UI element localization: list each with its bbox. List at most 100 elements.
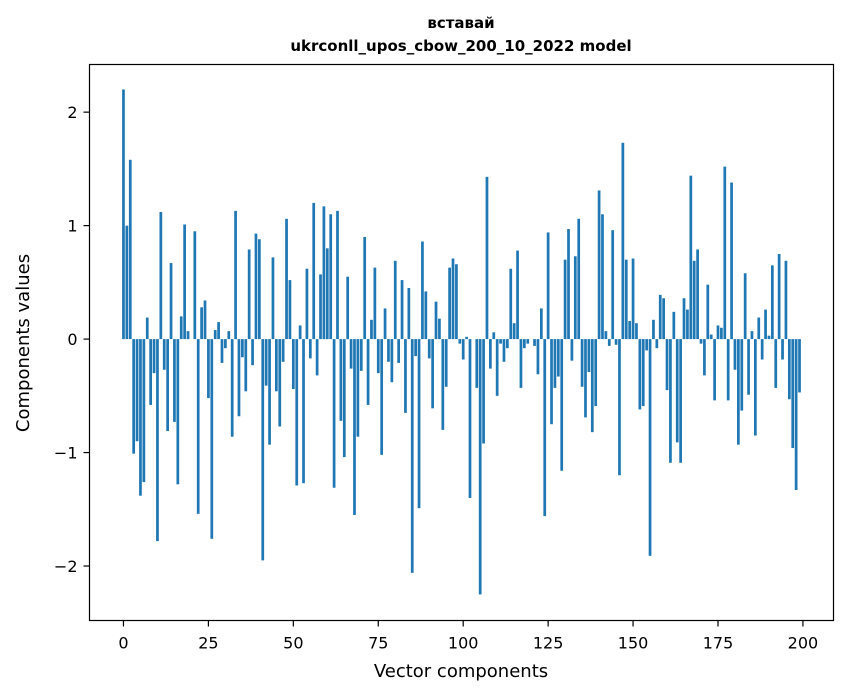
bar: [404, 339, 407, 413]
bar: [468, 339, 472, 498]
x-tick-label: 100: [448, 634, 479, 653]
bar: [247, 249, 251, 340]
bar: [689, 175, 693, 340]
bar: [580, 339, 584, 387]
y-axis-label: Components values: [13, 254, 34, 432]
bar: [584, 339, 587, 418]
bar: [597, 190, 601, 340]
bar: [740, 339, 744, 411]
bar: [577, 218, 581, 340]
bar: [319, 274, 322, 340]
bar: [465, 336, 468, 340]
bar: [207, 339, 210, 399]
bar: [186, 331, 190, 340]
bar: [536, 339, 540, 375]
bar: [706, 284, 710, 340]
bar: [434, 301, 438, 340]
bar: [509, 268, 513, 340]
bar: [217, 322, 220, 340]
bar: [709, 334, 713, 340]
bar: [791, 339, 795, 449]
bar: [798, 339, 801, 393]
bar: [213, 330, 217, 340]
x-axis-label: Vector components: [374, 661, 548, 682]
bar: [291, 339, 295, 390]
chart-subtitle: ukrconll_upos_cbow_200_10_2022 model: [290, 37, 631, 55]
bar: [390, 339, 394, 383]
chart-title: вставай: [427, 14, 494, 32]
bar: [139, 339, 142, 496]
bar: [713, 339, 716, 401]
bar: [353, 339, 356, 515]
bar: [173, 339, 176, 422]
bar: [288, 280, 292, 340]
bar: [441, 339, 445, 430]
bar: [298, 325, 302, 340]
bar: [393, 260, 397, 340]
bar: [604, 331, 608, 340]
bar: [522, 339, 526, 349]
bar: [224, 339, 227, 349]
x-tick-label: 125: [533, 634, 564, 653]
bar: [380, 339, 384, 455]
bar: [400, 280, 404, 340]
bar: [692, 260, 696, 340]
bar: [342, 339, 346, 458]
bar: [492, 332, 496, 340]
bar: [716, 325, 720, 340]
bar: [227, 331, 231, 340]
bar: [669, 339, 672, 463]
bar: [482, 339, 485, 444]
bar: [635, 323, 638, 340]
bar: [230, 339, 234, 437]
bar: [645, 339, 649, 351]
y-tick-label: 0: [67, 330, 77, 349]
x-tick-label: 0: [118, 634, 128, 653]
bar: [611, 230, 615, 340]
bar: [631, 258, 635, 340]
bar: [383, 308, 387, 340]
bar: [431, 339, 434, 409]
bar: [781, 339, 784, 360]
bar: [237, 339, 241, 417]
bar: [166, 339, 169, 432]
bar: [438, 318, 441, 340]
bar: [607, 339, 611, 346]
bar: [614, 339, 618, 345]
bar: [539, 308, 543, 340]
bar: [210, 339, 214, 539]
bar: [743, 273, 747, 340]
bar: [519, 339, 523, 388]
bar: [145, 317, 149, 340]
bar: [794, 339, 798, 491]
bar: [478, 339, 482, 595]
bar: [784, 260, 788, 340]
bar: [737, 339, 740, 445]
bar: [567, 229, 570, 340]
bar: [122, 89, 125, 340]
bar: [322, 206, 326, 340]
bar: [264, 339, 268, 386]
bar: [458, 339, 462, 344]
bar: [142, 339, 146, 483]
bar: [132, 339, 136, 454]
bar: [363, 236, 367, 340]
bar: [767, 335, 771, 340]
bar: [183, 224, 186, 340]
y-axis-ticks: 2 1 0 −1 −2: [54, 103, 90, 576]
bar: [332, 339, 336, 488]
bar: [274, 339, 278, 392]
bar: [308, 339, 312, 359]
bar: [628, 320, 632, 340]
bar: [278, 339, 282, 427]
bar: [648, 339, 652, 556]
bar: [485, 176, 489, 340]
bar: [461, 339, 465, 360]
bar: [193, 231, 197, 340]
bar: [621, 142, 625, 340]
bar: [641, 339, 645, 407]
bar: [787, 339, 791, 400]
bar: [254, 233, 258, 340]
bar: [152, 339, 156, 374]
bar: [587, 339, 591, 373]
